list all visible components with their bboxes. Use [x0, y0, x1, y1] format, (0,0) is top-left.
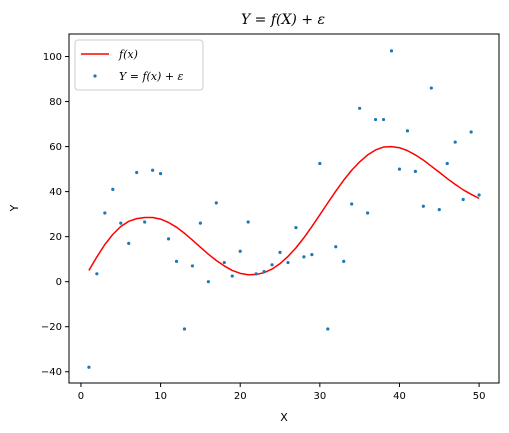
x-tick-label: 0	[78, 391, 84, 402]
data-point	[254, 272, 258, 276]
data-point	[286, 260, 290, 265]
data-point	[174, 259, 179, 264]
data-point	[222, 260, 226, 265]
legend: f(x) Y = f(x) + ε	[74, 39, 204, 91]
data-point	[135, 170, 139, 175]
series-line-fx	[88, 145, 480, 276]
plot-area: 0 10 20 30 40 50 −40 −20 0 20 40 60 80 100	[41, 33, 500, 402]
data-point	[310, 253, 314, 257]
data-point	[278, 250, 282, 255]
data-point	[342, 259, 346, 264]
data-point	[262, 269, 266, 274]
data-point	[119, 221, 123, 225]
legend-box	[74, 39, 204, 91]
x-axis-label: X	[280, 411, 288, 424]
data-point	[103, 211, 107, 215]
y-tick-label: −40	[41, 367, 62, 378]
data-point	[111, 187, 115, 191]
legend-point-swatch	[93, 74, 97, 78]
data-point	[381, 117, 386, 122]
data-point	[230, 274, 234, 278]
data-point	[405, 129, 410, 133]
y-axis-label: Y	[8, 204, 21, 212]
data-point	[421, 204, 425, 208]
data-point	[127, 241, 131, 245]
data-point	[246, 220, 250, 224]
data-point	[238, 249, 242, 253]
x-tick-label: 40	[393, 391, 406, 402]
y-tick-label: 100	[43, 52, 62, 63]
x-tick-label: 30	[313, 391, 326, 402]
data-point	[358, 106, 362, 110]
legend-label-fx: f(x)	[118, 48, 138, 61]
data-point	[158, 172, 163, 176]
data-point	[95, 272, 99, 276]
series-layer	[87, 49, 481, 369]
data-point	[143, 220, 147, 224]
plot-frame	[68, 33, 500, 384]
data-point	[477, 193, 481, 197]
data-point	[437, 208, 441, 212]
data-point	[445, 161, 449, 166]
data-point	[453, 140, 457, 144]
data-point	[469, 130, 473, 134]
data-point	[190, 264, 195, 268]
data-point	[366, 211, 370, 215]
data-point	[326, 327, 330, 331]
data-point	[166, 237, 171, 241]
data-point	[206, 280, 210, 284]
y-tick-label: 80	[49, 97, 62, 108]
data-point	[429, 86, 433, 90]
data-point	[182, 327, 187, 331]
data-point	[413, 169, 417, 173]
data-point	[318, 161, 322, 166]
y-axis-ticks: −40 −20 0 20 40 60 80 100	[41, 52, 69, 378]
data-point	[270, 263, 274, 267]
x-axis-ticks: 0 10 20 30 40 50	[78, 383, 486, 402]
data-point	[294, 226, 298, 230]
x-tick-label: 20	[234, 391, 247, 402]
y-tick-label: 60	[49, 142, 62, 153]
y-tick-label: −20	[41, 322, 62, 333]
y-tick-label: 20	[49, 232, 62, 243]
data-point	[350, 202, 354, 206]
y-tick-label: 0	[56, 277, 62, 288]
data-point	[397, 167, 402, 171]
data-point	[373, 117, 378, 122]
data-point	[461, 197, 465, 202]
y-tick-label: 40	[49, 187, 62, 198]
data-point	[151, 168, 155, 172]
legend-label-y: Y = f(x) + ε	[119, 70, 184, 83]
data-point	[198, 221, 202, 225]
data-point	[302, 255, 306, 259]
data-point	[334, 245, 338, 249]
x-tick-label: 10	[154, 391, 167, 402]
chart-title: Y = f(X) + ε	[241, 12, 325, 28]
data-point	[214, 201, 218, 205]
data-point	[389, 49, 394, 53]
x-tick-label: 50	[473, 391, 486, 402]
data-point	[87, 365, 91, 369]
